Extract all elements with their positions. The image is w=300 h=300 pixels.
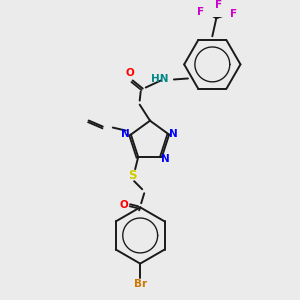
Text: F: F (215, 0, 222, 10)
Text: O: O (125, 68, 134, 79)
Text: S: S (128, 169, 136, 182)
Text: Br: Br (134, 279, 147, 289)
Text: F: F (230, 9, 238, 19)
Text: HN: HN (151, 74, 169, 85)
Text: N: N (161, 154, 170, 164)
Text: N: N (169, 129, 178, 139)
Text: N: N (122, 129, 130, 139)
Text: F: F (197, 7, 204, 17)
Text: O: O (120, 200, 128, 210)
